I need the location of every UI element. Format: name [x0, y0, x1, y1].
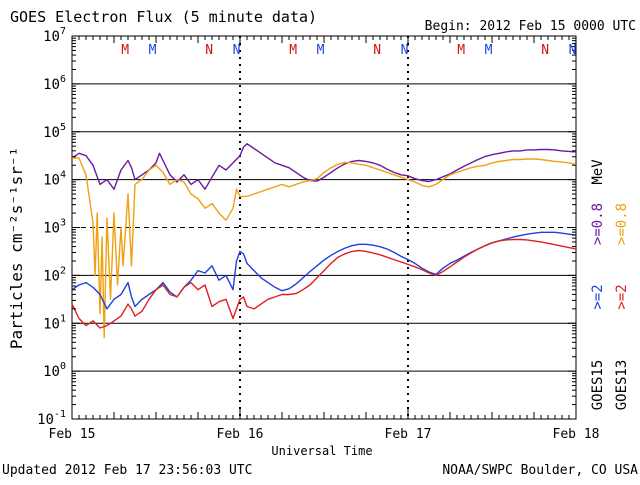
- marker-label: M: [121, 43, 129, 58]
- legend: GOES15 GOES13 >=2 >=2 >=0.8 >=0.8 MeV: [590, 159, 630, 410]
- source-credit: NOAA/SWPC Boulder, CO USA: [442, 463, 638, 478]
- y-tick-label: 104: [43, 170, 66, 189]
- marker-label: M: [149, 43, 157, 58]
- marker-label: N: [569, 43, 577, 58]
- chart-title: GOES Electron Flux (5 minute data): [10, 8, 317, 26]
- y-tick-label: 100: [43, 361, 66, 380]
- x-tick-label: Feb 16: [217, 427, 264, 442]
- marker-label: M: [485, 43, 493, 58]
- legend-goes15-ge08: >=0.8: [590, 203, 606, 245]
- x-tick-label: Feb 15: [49, 427, 96, 442]
- y-tick-label: 107: [43, 26, 66, 45]
- x-tick-label: Feb 17: [385, 427, 432, 442]
- marker-label: N: [373, 43, 381, 58]
- y-tick-base: 10: [43, 364, 60, 380]
- y-tick-exponent: 5: [60, 122, 66, 133]
- y-tick-base: 10: [43, 221, 60, 237]
- legend-goes15: GOES15: [590, 360, 606, 411]
- legend-unit-mev: MeV: [590, 159, 606, 185]
- marker-label: M: [289, 43, 297, 58]
- x-axis-label: Universal Time: [271, 444, 372, 458]
- y-tick-base: 10: [37, 412, 54, 428]
- plot-area: [71, 35, 577, 420]
- series-layer: [71, 142, 577, 339]
- series-line-1: [72, 157, 577, 339]
- y-tick-exponent: 4: [60, 170, 66, 181]
- x-tick-label: Feb 18: [553, 427, 600, 442]
- y-tick-label: 105: [43, 122, 66, 141]
- marker-label: N: [401, 43, 409, 58]
- y-tick-base: 10: [43, 29, 60, 45]
- y-tick-label: 10-1: [37, 409, 66, 428]
- marker-label: N: [233, 43, 241, 58]
- series-line-0: [71, 142, 577, 190]
- legend-goes13: GOES13: [614, 360, 630, 411]
- y-tick-base: 10: [43, 173, 60, 189]
- y-tick-exponent: 0: [60, 361, 66, 372]
- y-tick-label: 101: [43, 313, 66, 332]
- series-line-3: [71, 238, 577, 329]
- marker-label: N: [541, 43, 549, 58]
- marker-label: M: [457, 43, 465, 58]
- legend-goes15-ge2: >=2: [590, 284, 606, 309]
- legend-goes13-ge08: >=0.8: [614, 203, 630, 245]
- y-tick-exponent: -1: [54, 409, 66, 420]
- y-tick-label: 102: [43, 265, 66, 284]
- y-tick-base: 10: [43, 125, 60, 141]
- legend-goes13-ge2: >=2: [614, 284, 630, 309]
- y-tick-exponent: 1: [60, 313, 66, 324]
- begin-date: Begin: 2012 Feb 15 0000 UTC: [425, 19, 636, 34]
- y-tick-exponent: 3: [60, 218, 66, 229]
- y-tick-base: 10: [43, 268, 60, 284]
- y-tick-exponent: 7: [60, 26, 66, 37]
- y-axis-label: Particles cm⁻²s⁻¹sr⁻¹: [7, 147, 26, 349]
- y-tick-exponent: 2: [60, 265, 66, 276]
- y-tick-label: 106: [43, 74, 66, 93]
- marker-label: N: [205, 43, 213, 58]
- y-tick-base: 10: [43, 316, 60, 332]
- y-tick-label: 103: [43, 218, 66, 237]
- marker-label: M: [317, 43, 325, 58]
- updated-timestamp: Updated 2012 Feb 17 23:56:03 UTC: [2, 463, 252, 478]
- y-tick-base: 10: [43, 77, 60, 93]
- y-tick-exponent: 6: [60, 74, 66, 85]
